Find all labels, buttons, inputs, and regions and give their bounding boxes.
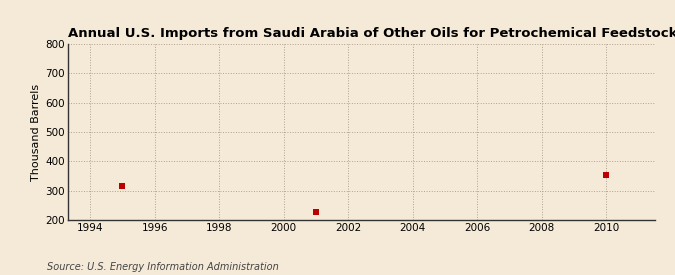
Point (310, 210, 321, 214)
Point (53, 71, 63, 76)
Text: Source: U.S. Energy Information Administration: Source: U.S. Energy Information Administ… (47, 262, 279, 272)
Text: Annual U.S. Imports from Saudi Arabia of Other Oils for Petrochemical Feedstock : Annual U.S. Imports from Saudi Arabia of… (68, 27, 675, 40)
Point (117, 184, 128, 188)
Point (601, 172, 612, 177)
Y-axis label: Thousand Barrels: Thousand Barrels (31, 83, 41, 181)
